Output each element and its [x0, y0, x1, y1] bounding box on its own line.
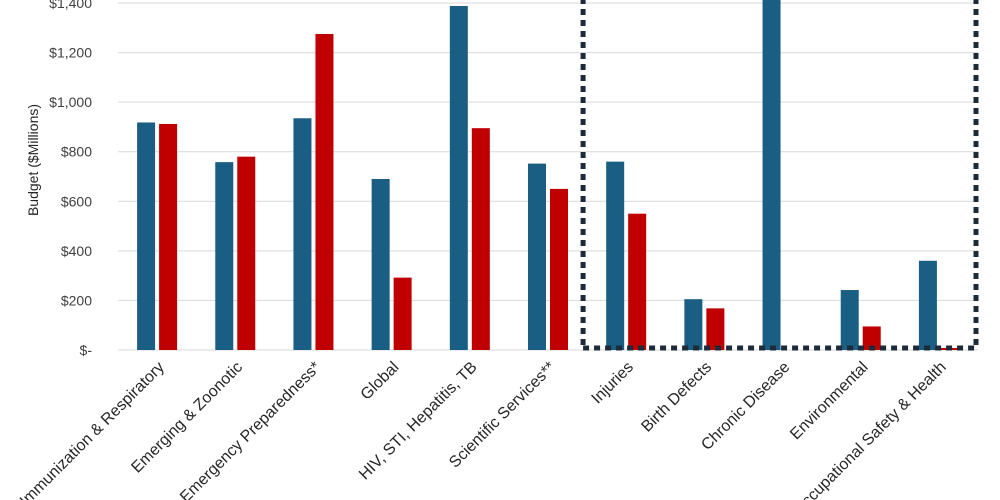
y-axis-label: Budget ($Millions) [25, 104, 41, 216]
bar [315, 33, 334, 350]
y-tick-label: $1,000 [49, 94, 92, 110]
category-label: Birth Defects [638, 359, 715, 436]
bar [215, 162, 234, 350]
bar [237, 156, 256, 350]
y-tick-label: $600 [61, 193, 92, 209]
bar [471, 128, 490, 350]
bar [684, 299, 703, 350]
bar [862, 326, 881, 350]
category-label: Injuries [589, 359, 637, 407]
bar [371, 178, 390, 350]
y-tick-label: $1,400 [49, 0, 92, 11]
bar [550, 188, 568, 350]
bar [393, 277, 412, 350]
gridlines [118, 2, 978, 351]
y-tick-label: $800 [61, 144, 92, 160]
category-label: Emergency Preparedness* [177, 359, 324, 500]
bar [762, 0, 781, 350]
category-label: Environmental [787, 359, 871, 443]
y-axis-ticks: $- $200 $400 $600 $800 $1,000 $1,200 $1,400 [49, 0, 92, 358]
y-tick-label: $1,200 [49, 45, 92, 61]
category-label: Occupational Safety & Health [790, 359, 950, 500]
bar [137, 122, 156, 351]
bar [528, 163, 546, 350]
bar [606, 161, 625, 350]
bar [628, 213, 647, 350]
bars [137, 0, 959, 351]
bar [449, 5, 468, 351]
bar [918, 260, 937, 350]
bar [159, 123, 178, 350]
bar [706, 308, 725, 350]
category-label: Immunization & Respiratory [17, 359, 168, 500]
bar [293, 118, 312, 350]
bar [840, 290, 859, 350]
highlight-box [580, 0, 979, 351]
y-tick-label: $- [80, 342, 93, 358]
y-tick-label: $200 [61, 292, 92, 308]
y-tick-label: $400 [61, 243, 92, 259]
category-label: Global [358, 359, 403, 404]
